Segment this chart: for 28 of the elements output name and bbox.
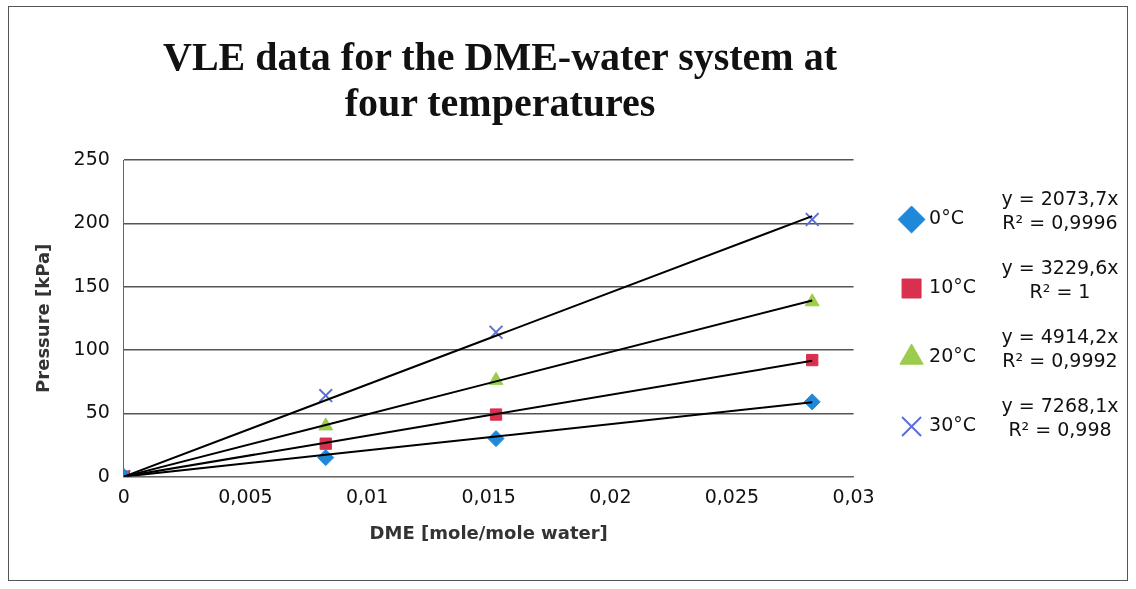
text: y = 2073,7x R² = 0,9996 xyxy=(1000,186,1120,235)
text: y = 4914,2x R² = 0,9992 xyxy=(1000,324,1120,373)
x-tick-label: 0,005 xyxy=(218,484,273,507)
legend-label: 20°C xyxy=(929,344,977,367)
point xyxy=(488,324,504,340)
x-tick-label: 0,01 xyxy=(345,484,389,507)
x-axis-title: DME [mole/mole water] xyxy=(369,521,608,543)
y-tick-label: 0 xyxy=(97,463,110,486)
point xyxy=(318,388,334,403)
text: y = 3229,6x R² = 1 xyxy=(1000,255,1120,304)
y-tick-label: 150 xyxy=(73,273,110,296)
y-tick-label: 100 xyxy=(73,336,110,359)
y-tick-label: 50 xyxy=(85,400,110,423)
point xyxy=(804,212,820,227)
point xyxy=(806,353,819,367)
text: y = 7268,1x R² = 0,998 xyxy=(1000,393,1120,442)
x-tick-label: 0,02 xyxy=(589,484,632,507)
x-tick-label: 0,015 xyxy=(461,484,516,507)
x-tick-label: 0,03 xyxy=(832,484,875,507)
legend-label: 30°C xyxy=(929,413,977,436)
legend-label: 10°C xyxy=(929,275,977,298)
y-tick-label: 250 xyxy=(73,146,110,169)
y-axis-title: Pressure [kPa] xyxy=(32,243,54,393)
x-tick-label: 0,025 xyxy=(704,484,760,507)
y-tick-label: 200 xyxy=(73,210,110,233)
x-tick-label: 0 xyxy=(117,484,130,507)
legend-label: 0°C xyxy=(929,206,964,229)
chart-title: VLE data for the DME-water system at four temperatures xyxy=(162,34,838,126)
